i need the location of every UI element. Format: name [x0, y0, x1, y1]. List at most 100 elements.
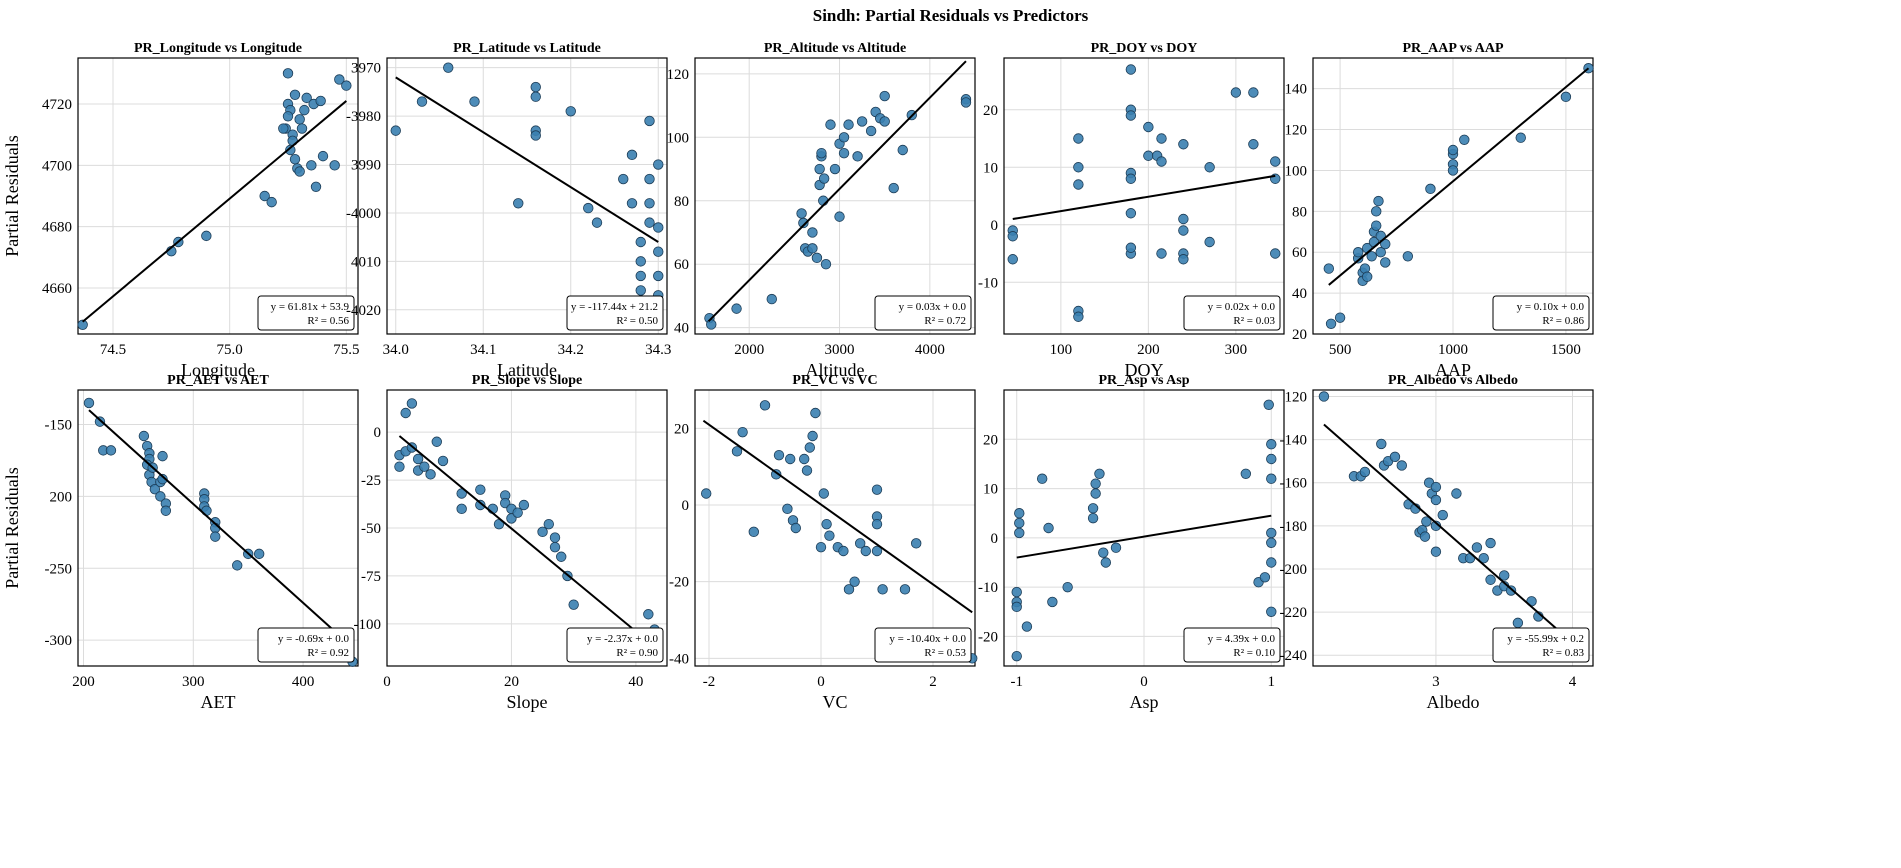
data-point — [766, 293, 777, 305]
x-axis-label: Altitude — [806, 360, 865, 380]
y-tick-label: 3970 — [351, 61, 381, 77]
x-axis-label: DOY — [1125, 360, 1164, 380]
y-tick-label: -20 — [978, 629, 998, 645]
data-point — [748, 526, 760, 538]
regression-equation: y = -0.69x + 0.0 — [278, 633, 350, 645]
panel-title: PR_Latitude vs Latitude — [453, 41, 601, 56]
data-point — [1366, 251, 1377, 262]
data-point — [301, 92, 312, 104]
data-point — [1270, 156, 1281, 167]
data-point — [701, 488, 712, 499]
data-point — [1125, 208, 1137, 219]
data-point — [1178, 254, 1189, 265]
y-tick-label: 80 — [1292, 204, 1307, 220]
x-tick-label: 20 — [504, 674, 519, 690]
data-point — [1073, 133, 1084, 144]
data-point — [157, 473, 168, 485]
data-point — [644, 115, 655, 127]
x-tick-label: 100 — [1050, 342, 1073, 358]
data-point — [626, 149, 638, 161]
x-axis-label: VC — [822, 692, 847, 712]
y-tick-label: -250 — [45, 561, 73, 577]
data-point — [1270, 173, 1281, 184]
y-tick-label: 20 — [983, 103, 998, 119]
data-point — [899, 584, 911, 595]
y-tick-label: 0 — [682, 498, 690, 514]
data-point — [785, 453, 796, 465]
panel-title: PR_AAP vs AAP — [1402, 41, 1504, 56]
x-tick-label: -1 — [1010, 674, 1023, 690]
data-point — [807, 227, 818, 238]
data-point — [1007, 231, 1018, 242]
data-point — [1263, 399, 1274, 410]
data-point — [911, 538, 922, 549]
x-tick-label: 34.1 — [470, 342, 496, 358]
y-tick-label: 40 — [674, 321, 689, 337]
x-axis-label: Albedo — [1427, 692, 1480, 712]
data-point — [1011, 650, 1022, 662]
data-point — [1505, 585, 1517, 596]
x-tick-label: 1 — [1268, 674, 1276, 690]
data-point — [807, 243, 818, 254]
data-point — [1156, 248, 1167, 259]
x-tick-label: 34.0 — [383, 342, 409, 358]
data-point — [644, 173, 655, 185]
data-point — [419, 461, 430, 472]
data-point — [1430, 546, 1442, 557]
data-point — [1014, 508, 1025, 519]
data-point — [1087, 512, 1099, 524]
x-tick-label: 1500 — [1551, 342, 1581, 358]
x-tick-label: 3000 — [825, 342, 855, 358]
data-point — [759, 400, 771, 411]
data-point — [1485, 537, 1496, 549]
data-point — [1499, 570, 1510, 581]
data-point — [556, 551, 567, 562]
regression-equation: y = 0.03x + 0.0 — [899, 301, 967, 313]
data-point — [849, 576, 860, 587]
regression-equation: y = -55.99x + 0.2 — [1507, 633, 1584, 645]
y-tick-label: 0 — [991, 218, 999, 234]
data-point — [289, 153, 301, 165]
y-tick-label: 200 — [50, 489, 73, 505]
regression-equation: y = 0.10x + 0.0 — [1517, 301, 1585, 313]
data-point — [1143, 150, 1154, 161]
x-tick-label: 4000 — [915, 342, 945, 358]
data-point — [518, 499, 530, 511]
y-tick-label: 80 — [674, 194, 689, 210]
data-point — [310, 181, 322, 193]
data-point — [731, 446, 743, 457]
data-point — [282, 68, 294, 79]
data-point — [1156, 156, 1167, 167]
plot-frame — [386, 57, 668, 335]
data-point — [1389, 451, 1401, 463]
y-tick-label: 20 — [1292, 327, 1307, 343]
x-tick-label: 2 — [929, 674, 937, 690]
y-tick-label: 120 — [1285, 389, 1308, 405]
data-point — [1021, 621, 1033, 632]
stats-box — [566, 627, 664, 663]
data-point — [306, 160, 317, 171]
x-tick-label: 74.5 — [100, 342, 126, 358]
y-tick-label: 4680 — [42, 220, 72, 236]
data-point — [1515, 132, 1526, 143]
x-tick-label: 200 — [72, 674, 95, 690]
data-point — [289, 89, 301, 101]
data-point — [329, 160, 340, 171]
plot-frame — [694, 57, 976, 335]
data-point — [860, 545, 872, 557]
data-point — [1373, 195, 1384, 207]
data-point — [807, 430, 818, 442]
x-axis-label: Slope — [506, 692, 547, 712]
data-point — [469, 96, 480, 107]
data-point — [299, 104, 310, 116]
stats-box — [257, 295, 355, 331]
plot-frame — [1003, 57, 1285, 335]
data-point — [1380, 238, 1391, 250]
data-point — [852, 151, 863, 162]
data-point — [1125, 64, 1137, 75]
regression-line — [88, 409, 354, 649]
regression-line — [1328, 67, 1590, 286]
y-tick-label: 4010 — [351, 254, 381, 270]
data-point — [341, 80, 352, 91]
data-point — [829, 163, 841, 175]
